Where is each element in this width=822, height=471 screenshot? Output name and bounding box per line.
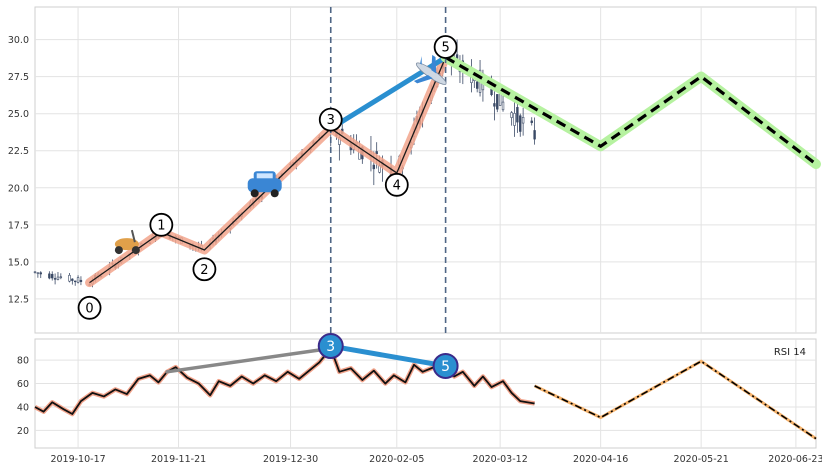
xtick-label: 2020-04-16 (573, 454, 628, 465)
candle-body (513, 113, 516, 126)
xtick-label: 2020-02-05 (369, 454, 424, 465)
car-wheel-rear (250, 189, 259, 198)
candle-body (530, 120, 533, 123)
candle-body (533, 130, 536, 140)
price-ytick-label: 30.0 (8, 35, 29, 46)
candle-body (475, 81, 479, 89)
wave-label-circle (384, 172, 409, 197)
candle-body (39, 272, 42, 275)
wave-label-number: 1 (157, 218, 165, 233)
candle-body (519, 115, 522, 132)
scooter-wheel-front (131, 246, 140, 255)
candle-body (51, 273, 54, 279)
wave-label-number: 5 (441, 41, 449, 56)
rsi-panel: 20 40 60 80 2019-10-17 2019-11-21 2019-12-30 20… (17, 333, 822, 465)
price-ytick-label: 22.5 (8, 146, 29, 157)
candle-body (36, 272, 40, 274)
wave-label-circle (433, 35, 458, 59)
scooter-icon (114, 229, 140, 255)
scooter-wheel-rear (114, 246, 123, 255)
wave-label-number: 0 (85, 301, 93, 316)
rsi-marker-circle (317, 333, 344, 360)
rsi-ytick-label: 20 (17, 426, 29, 437)
candle-body (79, 279, 83, 282)
airplane-wing-top (431, 54, 437, 74)
rsi-projection-line (534, 360, 817, 440)
xtick-label: 2020-05-21 (674, 454, 729, 465)
rsi-marker-number: 3 (326, 339, 335, 355)
xtick-label: 2020-03-12 (473, 454, 528, 465)
xtick-label: 2019-12-30 (263, 454, 318, 465)
wave-label-circle (77, 295, 102, 320)
candle-body (48, 273, 51, 279)
airplane-tail (420, 55, 422, 65)
candle-body (73, 280, 77, 283)
candle-body (490, 88, 493, 95)
car-wheel-front (270, 189, 279, 198)
xtick-label: 2019-11-21 (151, 454, 206, 465)
airplane-shape (413, 54, 447, 85)
airplane-wing-bottom (413, 74, 433, 84)
price-ytick-label: 17.5 (8, 220, 29, 231)
car-icon (247, 171, 282, 198)
rsi-ytick-label: 60 (17, 379, 29, 390)
candle-body (496, 94, 499, 110)
rsi-divergence-gray (165, 346, 333, 374)
price-ytick-label: 25.0 (8, 109, 29, 120)
car-window (256, 173, 273, 179)
rsi-line (34, 347, 535, 415)
price-ytick-label: 27.5 (8, 72, 29, 83)
xtick-label: 2020-06-23 (768, 454, 822, 465)
candle-body (59, 276, 63, 279)
candle-body (71, 278, 74, 281)
rsi-marker-circle (432, 352, 459, 379)
rsi-legend-label: RSI 14 (774, 347, 806, 358)
rsi-ytick-label: 40 (17, 402, 29, 413)
wave-label-circle (149, 212, 174, 237)
rsi-plot-area (34, 338, 817, 449)
price-ytick-label: 12.5 (8, 294, 29, 305)
price-ytick-label: 15.0 (8, 257, 29, 268)
wave-label-number: 3 (327, 113, 335, 128)
candle-body (68, 274, 71, 282)
projection-line (444, 55, 817, 166)
wave-label-number: 4 (393, 178, 401, 193)
candle-body (375, 151, 378, 155)
candle-body (56, 276, 60, 280)
wave-label-circle (318, 107, 343, 132)
car-body (247, 178, 282, 193)
rsi-ytick-label: 80 (17, 356, 29, 367)
rsi-marker-number: 5 (441, 359, 450, 375)
candle-body (76, 277, 80, 283)
price-plot-area (34, 6, 817, 334)
candle-body (501, 101, 505, 111)
candle-body (510, 112, 513, 118)
airplane-icon (413, 54, 447, 85)
price-ytick-label: 20.0 (8, 183, 29, 194)
xtick-label: 2019-10-17 (50, 454, 105, 465)
price-panel: 12.5 15.0 17.5 20.0 22.5 25.0 27.5 30.0 0 1 2 3 4 5 (8, 6, 821, 334)
candle-body (493, 103, 496, 107)
candle-body (53, 278, 57, 280)
wave-label-circle (192, 257, 217, 282)
wave-label-number: 2 (200, 263, 208, 278)
candle-body (372, 164, 376, 170)
scooter-handle (130, 229, 136, 243)
candle-body (516, 107, 519, 123)
rsi-divergence-blue (328, 343, 449, 369)
candle-body (521, 117, 525, 124)
candle-body (33, 271, 37, 273)
